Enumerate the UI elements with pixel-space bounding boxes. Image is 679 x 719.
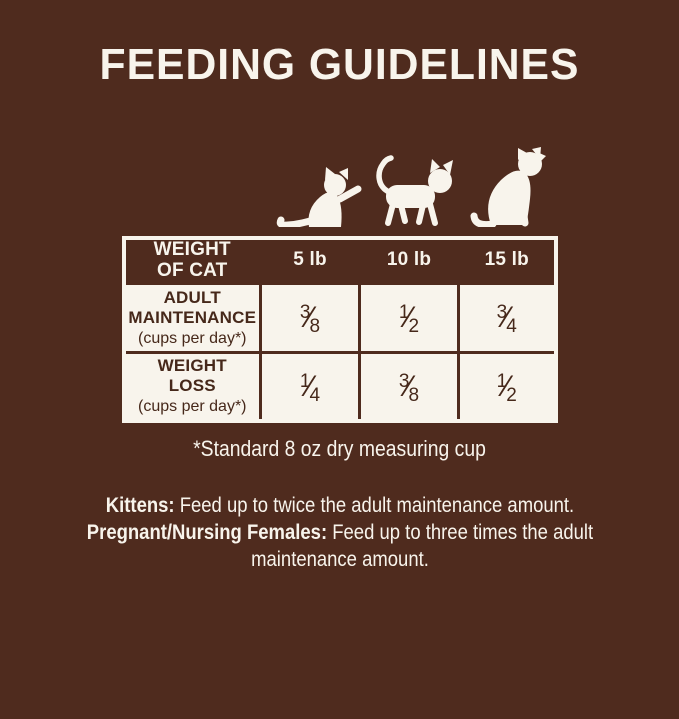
value-loss-10lb: 3⁄8 <box>358 350 460 423</box>
row-sublabel: (cups per day*) <box>138 398 247 416</box>
header-5lb: 5 lb <box>259 236 361 285</box>
row-label-line1: WEIGHT <box>157 356 227 376</box>
cat-silhouettes-row <box>124 147 556 234</box>
kittens-note-text: Feed up to twice the adult maintenance a… <box>174 494 574 518</box>
row-label-line2: LOSS <box>168 376 216 396</box>
header-10lb: 10 lb <box>358 236 460 285</box>
feeding-guidelines-label: FEEDING GUIDELINES <box>0 40 679 719</box>
row-label-adult-maintenance: ADULT MAINTENANCE (cups per day*) <box>122 281 262 354</box>
row-label-weight-loss: WEIGHT LOSS (cups per day*) <box>122 350 262 423</box>
pregnant-note-label: Pregnant/Nursing Females: <box>86 521 327 545</box>
walking-cat-silhouette-icon <box>374 152 464 232</box>
value-adult-15lb: 3⁄4 <box>457 281 557 354</box>
measuring-cup-footnote: *Standard 8 oz dry measuring cup <box>193 436 486 462</box>
table-header-row: WEIGHT OF CAT 5 lb 10 lb 15 lb <box>122 236 557 285</box>
header-15lb: 15 lb <box>457 236 557 285</box>
pregnant-note-text: Feed up to three times the adult mainten… <box>250 521 593 572</box>
value-loss-5lb: 1⁄4 <box>259 350 361 423</box>
row-sublabel: (cups per day*) <box>138 329 247 347</box>
header-label-line2: OF CAT <box>156 259 228 281</box>
sitting-cat-silhouette-icon <box>469 147 559 232</box>
table-row-weight-loss: WEIGHT LOSS (cups per day*) 1⁄4 3⁄8 1⁄2 <box>122 350 557 423</box>
row-label-line2: MAINTENANCE <box>128 307 257 327</box>
value-adult-10lb: 1⁄2 <box>358 281 460 354</box>
value-loss-15lb: 1⁄2 <box>457 350 557 423</box>
row-label-line1: ADULT <box>163 287 221 307</box>
header-weight-of-cat: WEIGHT OF CAT <box>122 236 262 285</box>
feeding-notes: Kittens: Feed up to twice the adult main… <box>58 492 621 573</box>
page-title: FEEDING GUIDELINES <box>99 40 580 89</box>
value-adult-5lb: 3⁄8 <box>259 281 361 354</box>
kittens-note-label: Kittens: <box>105 494 175 518</box>
table-row-adult-maintenance: ADULT MAINTENANCE (cups per day*) 3⁄8 1⁄… <box>122 281 557 354</box>
header-label-line1: WEIGHT <box>153 239 231 260</box>
feeding-guidelines-table: WEIGHT OF CAT 5 lb 10 lb 15 lb ADULT MAI… <box>121 236 558 424</box>
kitten-silhouette-icon <box>276 163 366 232</box>
